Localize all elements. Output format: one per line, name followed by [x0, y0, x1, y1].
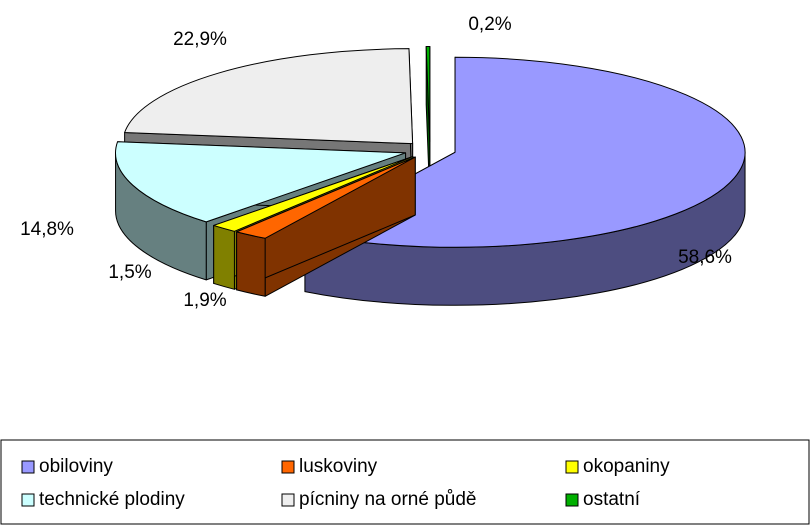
slice-top: [425, 45, 431, 142]
slice-top: [236, 156, 416, 239]
data-label: 22,9%: [173, 29, 227, 50]
slice-side: [213, 224, 235, 290]
pie-slice: [236, 156, 416, 297]
data-label: 1,5%: [108, 262, 151, 283]
legend-swatch: [565, 460, 579, 474]
legend-swatch: [281, 493, 295, 507]
legend-label: pícniny na orné půdě: [299, 489, 476, 510]
slice-side: [236, 231, 266, 297]
data-label: 0,2%: [468, 14, 511, 35]
legend-swatch: [281, 460, 295, 474]
legend-swatch: [21, 460, 35, 474]
legend-label: luskoviny: [299, 456, 378, 477]
slice-top: [124, 48, 414, 145]
legend-box: [0, 439, 810, 525]
legend-label: technické plodiny: [39, 489, 185, 510]
legend-label: obiloviny: [39, 456, 113, 477]
legend-swatch: [21, 493, 35, 507]
pie-slice: [425, 45, 431, 200]
legend-label: okopaniny: [583, 456, 670, 477]
data-label: 14,8%: [20, 219, 74, 240]
data-label: 1,9%: [183, 290, 226, 311]
data-label: 58,6%: [678, 247, 732, 268]
slice-top: [115, 141, 407, 223]
slice-top: [213, 155, 414, 232]
legend-swatch: [565, 493, 579, 507]
legend-label: ostatní: [583, 489, 641, 510]
